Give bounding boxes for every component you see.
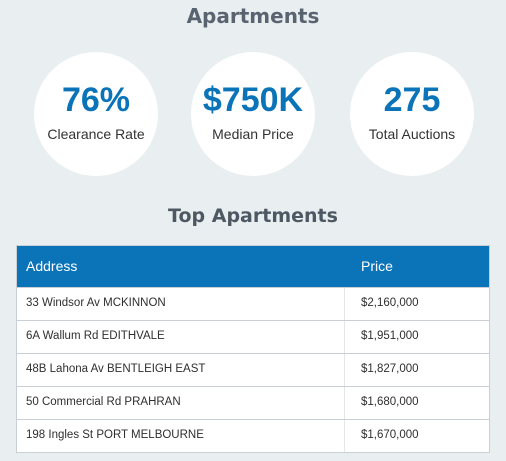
- price-cell: $1,670,000: [361, 429, 419, 441]
- column-header-price: Price: [361, 258, 393, 274]
- table-header: Address Price: [17, 246, 489, 287]
- table-row[interactable]: 6A Wallum Rd EDITHVALE $1,951,000: [17, 320, 489, 353]
- table-row[interactable]: 33 Windsor Av MCKINNON $2,160,000: [17, 287, 489, 320]
- stat-value: 275: [383, 81, 441, 119]
- column-divider: [344, 387, 345, 419]
- price-cell: $1,827,000: [361, 363, 419, 375]
- address-cell: 33 Windsor Av MCKINNON: [26, 297, 166, 309]
- column-divider: [344, 321, 345, 353]
- stat-value: $750K: [202, 81, 304, 119]
- address-cell: 6A Wallum Rd EDITHVALE: [26, 330, 165, 342]
- table-row[interactable]: 48B Lahona Av BENTLEIGH EAST $1,827,000: [17, 353, 489, 386]
- column-divider: [344, 354, 345, 386]
- top-apartments-table: Address Price 33 Windsor Av MCKINNON $2,…: [16, 245, 490, 453]
- address-cell: 198 Ingles St PORT MELBOURNE: [26, 429, 204, 441]
- column-header-address: Address: [26, 258, 78, 274]
- page-title: Apartments: [186, 4, 320, 28]
- stat-label: Clearance Rate: [47, 126, 145, 142]
- table-row[interactable]: 198 Ingles St PORT MELBOURNE $1,670,000: [17, 419, 489, 452]
- stat-value: 76%: [61, 81, 131, 119]
- stat-clearance-rate: 76% Clearance Rate: [34, 52, 158, 176]
- address-cell: 50 Commercial Rd PRAHRAN: [26, 396, 181, 408]
- stats-row: 76% Clearance Rate $750K Median Price 27…: [0, 52, 506, 178]
- stat-label: Median Price: [212, 126, 294, 142]
- price-cell: $2,160,000: [361, 297, 419, 309]
- price-cell: $1,680,000: [361, 396, 419, 408]
- stat-total-auctions: 275 Total Auctions: [350, 52, 474, 176]
- stat-label: Total Auctions: [368, 126, 456, 142]
- table-row[interactable]: 50 Commercial Rd PRAHRAN $1,680,000: [17, 386, 489, 419]
- price-cell: $1,951,000: [361, 330, 419, 342]
- stat-median-price: $750K Median Price: [191, 52, 315, 176]
- address-cell: 48B Lahona Av BENTLEIGH EAST: [26, 363, 206, 375]
- column-divider: [344, 288, 345, 320]
- section-title: Top Apartments: [168, 205, 338, 227]
- column-divider: [344, 420, 345, 452]
